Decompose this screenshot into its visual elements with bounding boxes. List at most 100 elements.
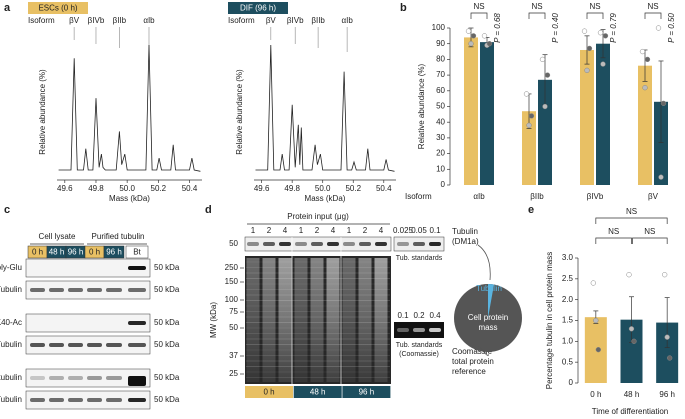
lane-label: 1 bbox=[251, 226, 256, 235]
spectrum bbox=[255, 44, 395, 172]
panel-label: e bbox=[528, 204, 534, 216]
y-tick-label: 30 bbox=[436, 133, 445, 142]
time-label: 96 h bbox=[359, 388, 375, 397]
y-tick-label: 2.5 bbox=[562, 274, 574, 283]
chart-title: DIF (96 h) bbox=[240, 4, 276, 13]
isoform-name: βV bbox=[266, 16, 277, 25]
isoform-name: βIVb bbox=[287, 16, 304, 25]
bar bbox=[522, 111, 536, 185]
time-label: 0 h bbox=[263, 388, 274, 397]
isoform-name: αIb bbox=[341, 16, 353, 25]
isoform-name: αIb bbox=[143, 16, 155, 25]
bracket bbox=[528, 12, 546, 19]
significance: NS bbox=[647, 2, 658, 11]
y-tick-label: 1.5 bbox=[562, 316, 574, 325]
blot-band bbox=[87, 288, 102, 292]
p-value: P = 0.40 bbox=[551, 13, 560, 43]
x-tick-label: 50.0 bbox=[119, 184, 135, 193]
y-tick-label: 80 bbox=[436, 55, 445, 64]
y-tick-label: 0 bbox=[441, 180, 446, 189]
data-point bbox=[655, 25, 662, 31]
blot-band bbox=[279, 242, 291, 246]
y-tick-label: 40 bbox=[436, 117, 445, 126]
blot-band bbox=[429, 242, 441, 246]
blot-band bbox=[49, 376, 64, 380]
chart-title: ESCs (0 h) bbox=[38, 4, 77, 13]
y-tick-label: 60 bbox=[436, 86, 445, 95]
blot-band bbox=[343, 242, 355, 246]
coomassie-label: (Coomassie) bbox=[399, 351, 439, 358]
lane-label: Bt bbox=[133, 248, 141, 257]
data-point bbox=[602, 33, 609, 39]
blot-label: Tubulin bbox=[452, 227, 478, 236]
blot-frame bbox=[25, 368, 151, 388]
isoform-name: βIIb bbox=[113, 16, 127, 25]
ladder-label: 37 bbox=[229, 351, 238, 360]
x-tick-label: βIVb bbox=[587, 192, 604, 201]
bar bbox=[580, 49, 594, 186]
blot-band bbox=[68, 398, 83, 402]
y-tick-label: 2.0 bbox=[562, 295, 574, 304]
bar bbox=[638, 65, 652, 185]
data-point bbox=[626, 272, 632, 278]
time-bar bbox=[293, 386, 342, 398]
gel-lane bbox=[342, 258, 356, 382]
p-value: P = 0.50 bbox=[667, 13, 676, 43]
bar bbox=[654, 101, 668, 185]
title-badge bbox=[228, 2, 288, 14]
bracket bbox=[644, 12, 662, 19]
x-tick-label: 50.2 bbox=[345, 184, 361, 193]
row-label: α/β-Tubulin bbox=[0, 340, 22, 349]
standard-label: 0.2 bbox=[413, 311, 425, 320]
x-tick-label: 49.8 bbox=[284, 184, 300, 193]
data-point bbox=[628, 326, 635, 332]
blot-band bbox=[413, 242, 425, 246]
blot-band bbox=[49, 288, 64, 292]
gel-lane bbox=[326, 258, 340, 382]
kda-label: 50 kDa bbox=[154, 263, 180, 272]
y-tick-label: 0 bbox=[569, 378, 574, 387]
bracket bbox=[595, 237, 632, 244]
gel-lane bbox=[358, 258, 372, 382]
data-point bbox=[542, 103, 548, 110]
data-point bbox=[468, 41, 474, 47]
bar bbox=[464, 37, 478, 185]
bracket bbox=[632, 237, 668, 244]
data-point bbox=[667, 355, 673, 361]
ladder-label: 250 bbox=[225, 263, 239, 272]
blot-band bbox=[30, 398, 45, 402]
lane-header bbox=[125, 245, 149, 259]
row-label: α-Tubulin bbox=[0, 395, 22, 404]
data-point bbox=[593, 317, 599, 324]
x-tick-label: 50.4 bbox=[182, 184, 198, 193]
data-point bbox=[590, 280, 596, 286]
data-point bbox=[526, 122, 532, 128]
significance: NS bbox=[608, 227, 619, 236]
blot-band bbox=[327, 242, 339, 246]
bracket bbox=[586, 12, 604, 19]
significance: NS bbox=[531, 2, 542, 11]
row-label: K40-Ac bbox=[0, 318, 22, 327]
blot-band bbox=[87, 398, 102, 402]
gel-lane bbox=[310, 258, 324, 382]
data-point bbox=[523, 91, 530, 97]
standard-label: 0.4 bbox=[429, 311, 441, 320]
blot-band bbox=[413, 328, 425, 332]
blot-band bbox=[128, 266, 146, 270]
y-tick-label: 70 bbox=[436, 70, 445, 79]
panel-label: a bbox=[4, 2, 11, 14]
blot-band bbox=[375, 242, 387, 246]
significance: NS bbox=[626, 207, 637, 216]
blot-band bbox=[247, 242, 259, 246]
mw-label: MW (kDa) bbox=[209, 302, 218, 338]
lane-label: 0 h bbox=[32, 248, 43, 257]
blot-band bbox=[128, 321, 146, 325]
blot-band bbox=[30, 343, 45, 347]
lane-label: 4 bbox=[331, 226, 336, 235]
lane-label: 2 bbox=[363, 226, 368, 235]
ladder-label: 75 bbox=[229, 307, 238, 316]
standard-label: 0.05 bbox=[411, 226, 427, 235]
bar bbox=[538, 79, 552, 185]
data-point bbox=[586, 45, 593, 52]
ladder-label: 25 bbox=[229, 369, 238, 378]
